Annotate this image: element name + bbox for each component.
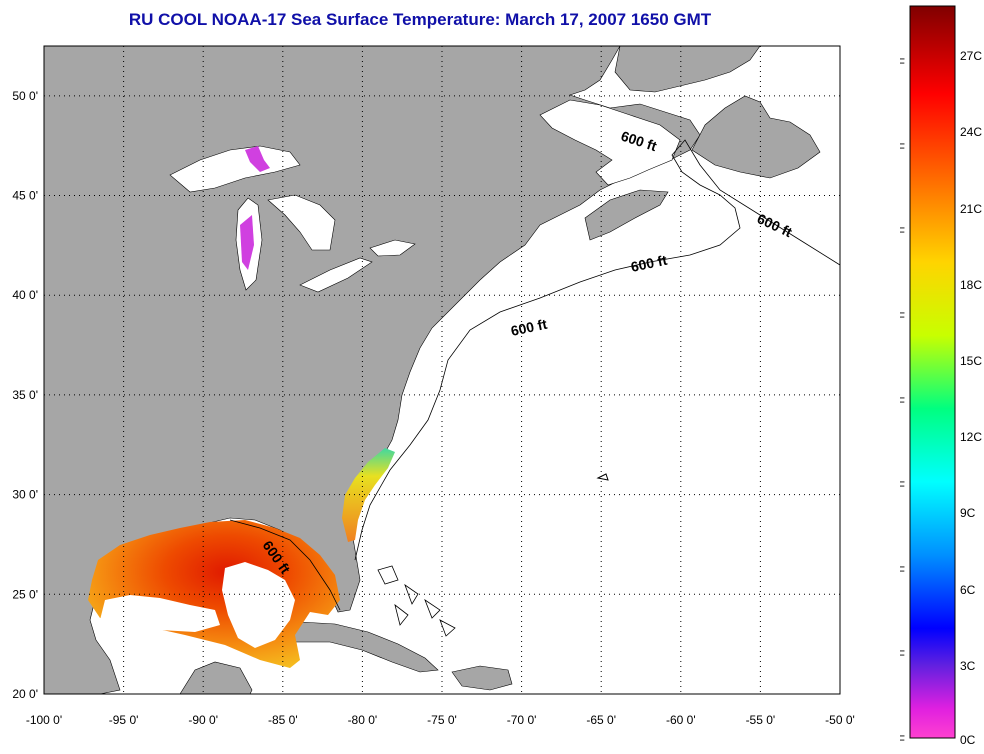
colorbar-fahrenheit-label: 50F (900, 479, 905, 493)
colorbar-fahrenheit-label: 74F (900, 141, 905, 155)
latitude-tick-labels: 20 0' 25 0' 30 0' 35 0' 40 0' 45 0' 50 0' (12, 89, 38, 701)
longitude-tick-label: -65 0' (586, 713, 616, 727)
colorbar-celsius-label: 9C (960, 506, 976, 520)
hispaniola-land (451, 665, 513, 691)
bermuda-island (596, 473, 609, 481)
longitude-tick-label: -85 0' (268, 713, 298, 727)
contour-label-nova-scotia: 600 ft (629, 252, 668, 275)
map-frame (43, 45, 841, 695)
colorbar-celsius-label: 24C (960, 125, 982, 139)
colorbar-fahrenheit-label: 62F (900, 310, 905, 324)
lake-superior-cold (245, 146, 270, 172)
yucatan-land (179, 661, 253, 694)
bahamas-islands (377, 565, 456, 637)
isobath-600ft (229, 139, 840, 611)
longitude-tick-label: -55 0' (746, 713, 776, 727)
colorbar-celsius-label: 6C (960, 583, 976, 597)
celsius-labels: 27C 24C 21C 18C 15C 12C 9C 6C 3C 0C (960, 49, 982, 747)
lake-huron (267, 194, 336, 251)
lake-ontario (369, 239, 416, 257)
longitude-tick-label: -95 0' (109, 713, 139, 727)
colorbar-celsius-label: 12C (960, 430, 982, 444)
contour-label-new-england: 600 ft (509, 316, 548, 339)
longitude-tick-label: -80 0' (348, 713, 378, 727)
colorbar-fahrenheit-label: 56F (900, 395, 905, 409)
longitude-tick-label: -70 0' (507, 713, 537, 727)
nova-scotia-land (584, 189, 669, 241)
latitude-tick-label: 30 0' (12, 488, 38, 502)
colorbar-celsius-label: 27C (960, 49, 982, 63)
colorbar-celsius-label: 3C (960, 659, 976, 673)
sst-map[interactable]: 600 ft 600 ft 600 ft 600 ft 600 ft -100 … (0, 0, 900, 754)
longitude-tick-label: -100 0' (26, 713, 62, 727)
fahrenheit-labels: 80F 74F 68F 62F 56F 50F 44F 38F 32F (900, 56, 905, 747)
latitude-tick-label: 20 0' (12, 687, 38, 701)
colorbar-celsius-label: 18C (960, 278, 982, 292)
colorbar-fahrenheit-label: 32F (900, 733, 905, 747)
map-title: RU COOL NOAA-17 Sea Surface Temperature:… (128, 10, 712, 29)
newfoundland-land (691, 95, 821, 179)
labrador-land (614, 46, 761, 93)
coastal-sst-strip (342, 448, 395, 542)
temperature-colorbar: 80F 74F 68F 62F 56F 50F 44F 38F 32F 27C 24C 21C 18C… (900, 5, 982, 747)
gulf-cloud-cover (100, 562, 295, 648)
longitude-tick-labels: -100 0' -95 0' -90 0' -85 0' -80 0' -75 0' -70… (26, 713, 855, 727)
colorbar-gradient (909, 5, 956, 739)
colorbar-fahrenheit-label: 80F (900, 56, 905, 70)
colorbar-celsius-label: 21C (960, 202, 982, 216)
colorbar-fahrenheit-label: 68F (900, 225, 905, 239)
longitude-tick-label: -60 0' (666, 713, 696, 727)
latitude-tick-label: 45 0' (12, 189, 38, 203)
latitude-tick-label: 40 0' (12, 288, 38, 302)
colorbar-celsius-label: 0C (960, 733, 976, 747)
lake-michigan-cold (240, 215, 254, 270)
cuba-land (267, 621, 439, 673)
latitude-tick-label: 50 0' (12, 89, 38, 103)
lake-superior (169, 145, 301, 193)
lake-erie (299, 257, 373, 293)
gulf-st-lawrence (539, 99, 681, 186)
great-lakes (169, 145, 416, 293)
latitude-tick-label: 25 0' (12, 587, 38, 601)
colorbar-fahrenheit-label: 38F (900, 648, 905, 662)
longitude-tick-label: -75 0' (427, 713, 457, 727)
colorbar-celsius-label: 15C (960, 354, 982, 368)
longitude-tick-label: -90 0' (188, 713, 218, 727)
latitude-tick-label: 35 0' (12, 388, 38, 402)
colorbar-fahrenheit-label: 44F (900, 564, 905, 578)
longitude-tick-label: -50 0' (825, 713, 855, 727)
graticule (44, 46, 840, 694)
